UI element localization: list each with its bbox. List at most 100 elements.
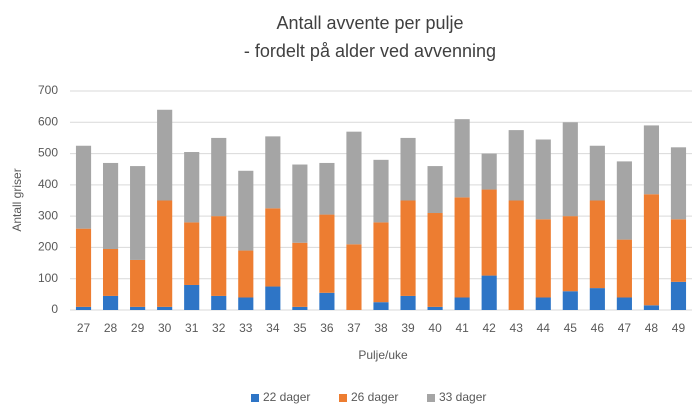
x-tick-label: 32 <box>212 321 226 335</box>
bar-segment <box>346 244 362 310</box>
y-tick-label: 700 <box>38 83 58 97</box>
bar-segment <box>508 130 524 201</box>
bar-segment <box>265 208 281 287</box>
bar-segment <box>670 219 687 282</box>
bar-segment <box>589 145 605 201</box>
bar-segment <box>346 131 362 245</box>
x-tick-label: 28 <box>104 321 118 335</box>
legend-label: 22 dager <box>263 390 310 404</box>
bar-segment <box>589 200 605 289</box>
bar-segment <box>130 306 146 310</box>
bar-segment <box>670 147 687 220</box>
bar-segment <box>535 139 551 220</box>
bar-segment <box>292 306 308 310</box>
x-tick-label: 43 <box>510 321 524 335</box>
bar-segment <box>562 122 578 217</box>
x-axis-label: Pulje/uke <box>358 348 408 362</box>
bar-segment <box>562 291 578 310</box>
bar-segment <box>481 275 497 310</box>
bar-segment <box>535 297 551 310</box>
y-tick-label: 100 <box>38 271 58 285</box>
bar-segment <box>643 125 660 195</box>
y-tick-label: 300 <box>38 208 58 222</box>
bar-segment <box>211 137 227 217</box>
bar-segment <box>157 200 173 307</box>
bar-segment <box>319 162 335 215</box>
legend-label: 33 dager <box>439 390 486 404</box>
x-tick-label: 29 <box>131 321 145 335</box>
bar-segment <box>157 306 173 310</box>
bar-segment <box>643 194 660 306</box>
bar-segment <box>102 162 119 249</box>
bar-segment <box>238 297 254 310</box>
x-tick-label: 48 <box>645 321 659 335</box>
bar-segment <box>373 302 389 310</box>
bar-segment <box>292 242 308 307</box>
bar-segment <box>616 297 632 310</box>
bar-segment <box>157 109 173 201</box>
chart-subtitle: - fordelt på alder ved avvenning <box>244 41 496 61</box>
bar-segment <box>616 239 632 298</box>
x-tick-label: 41 <box>455 321 469 335</box>
x-tick-label: 47 <box>618 321 632 335</box>
bar-segment <box>211 216 227 296</box>
bar-segment <box>616 161 632 240</box>
legend-swatch <box>251 394 259 402</box>
x-tick-label: 46 <box>591 321 605 335</box>
x-tick-label: 44 <box>537 321 551 335</box>
bar-segment <box>427 306 443 310</box>
bar-segment <box>130 166 146 260</box>
bar-segment <box>292 164 308 243</box>
x-tick-label: 27 <box>77 321 91 335</box>
y-tick-label: 600 <box>38 114 58 128</box>
bar-segment <box>481 189 497 276</box>
x-tick-label: 45 <box>564 321 578 335</box>
bar-segment <box>130 259 146 307</box>
bar-segment <box>75 306 92 310</box>
bar-segment <box>265 136 281 209</box>
bar-segment <box>643 305 660 310</box>
bar-segment <box>184 284 200 310</box>
bar-segment <box>373 222 389 303</box>
x-tick-label: 38 <box>374 321 388 335</box>
bar-segment <box>562 216 578 292</box>
bar-segment <box>319 292 335 310</box>
bar-segment <box>373 159 389 223</box>
bar-segment <box>75 145 92 229</box>
bar-segment <box>184 152 200 223</box>
x-tick-label: 36 <box>320 321 334 335</box>
bar-segment <box>400 295 416 310</box>
y-tick-label: 400 <box>38 177 58 191</box>
bar-segment <box>535 219 551 298</box>
y-tick-label: 500 <box>38 146 58 160</box>
bar-segment <box>454 119 470 198</box>
bar-segment <box>589 288 605 310</box>
y-axis-label: Antall griser <box>10 168 24 231</box>
bar-segment <box>102 295 119 310</box>
x-tick-label: 33 <box>239 321 253 335</box>
x-tick-label: 34 <box>266 321 280 335</box>
legend-label: 26 dager <box>351 390 398 404</box>
bar-segment <box>481 153 497 190</box>
bar-segment <box>427 166 443 214</box>
bar-segment <box>400 137 416 201</box>
x-tick-label: 42 <box>482 321 496 335</box>
bar-segment <box>400 200 416 296</box>
bar-segment <box>211 295 227 310</box>
x-tick-label: 31 <box>185 321 199 335</box>
bar-segment <box>319 214 335 293</box>
bar-segment <box>238 170 254 251</box>
y-tick-label: 200 <box>38 240 58 254</box>
bar-segment <box>102 248 119 296</box>
bar-segment <box>184 222 200 285</box>
bar-segment <box>427 213 443 307</box>
bar-segment <box>75 228 92 307</box>
x-tick-label: 30 <box>158 321 172 335</box>
y-tick-label: 0 <box>51 302 58 316</box>
bar-segment <box>265 286 281 310</box>
legend-swatch <box>427 394 435 402</box>
bar-segment <box>670 281 687 310</box>
x-tick-label: 39 <box>401 321 415 335</box>
bar-segment <box>238 250 254 298</box>
